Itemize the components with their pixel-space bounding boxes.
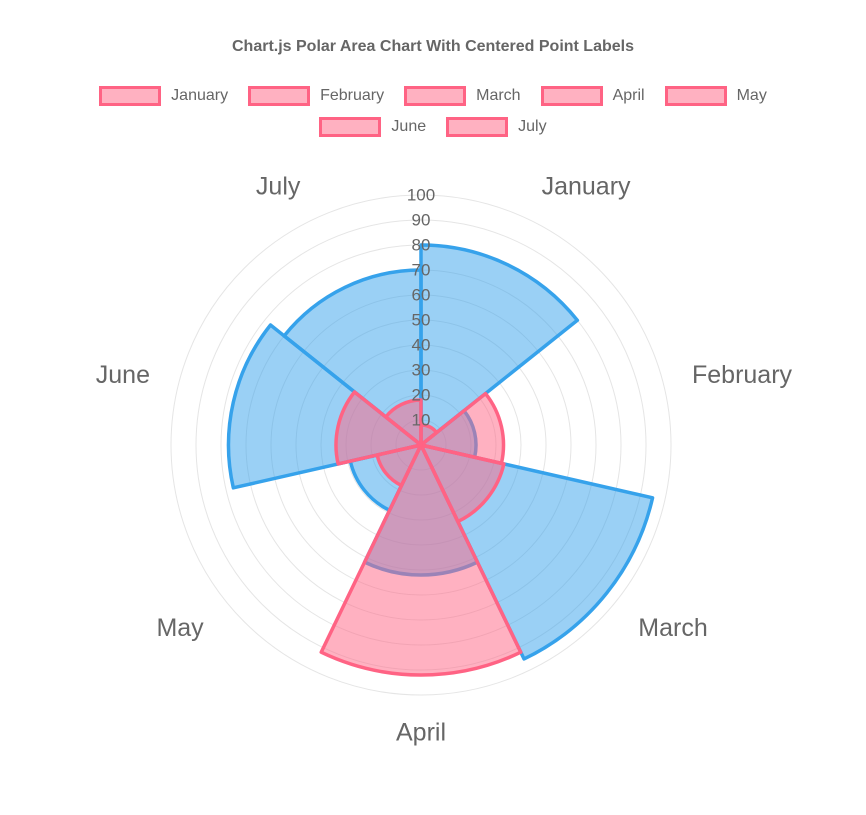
legend-item-label: May [736, 87, 767, 104]
legend-item-january[interactable]: January [99, 86, 228, 106]
legend-swatch [404, 86, 467, 106]
legend-swatch [540, 86, 603, 106]
tick-label-50: 50 [412, 311, 431, 330]
legend-swatch [248, 86, 311, 106]
arc-june-dataset-0[interactable] [334, 390, 423, 466]
legend-swatch [319, 117, 382, 137]
tick-label-100: 100 [407, 186, 435, 205]
legend-item-may[interactable]: May [664, 86, 767, 106]
legend-item-label: April [612, 87, 645, 104]
legend-swatch [99, 86, 162, 106]
point-label-may: May [156, 614, 204, 642]
point-label-january: January [542, 173, 631, 201]
tick-label-30: 30 [412, 361, 431, 380]
point-label-june: June [96, 361, 150, 389]
legend-item-label: June [391, 118, 427, 135]
grid-ring-100 [170, 194, 672, 696]
legend-item-label: January [171, 87, 229, 104]
tick-label-20: 20 [412, 386, 431, 405]
tick-label-10: 10 [412, 411, 431, 430]
arc-february-dataset-0[interactable] [419, 391, 506, 466]
tick-label-90: 90 [412, 211, 431, 230]
point-label-february: February [692, 361, 793, 389]
legend-item-february[interactable]: February [248, 86, 384, 106]
legend-swatch [446, 117, 509, 137]
chart-title: Chart.js Polar Area Chart With Centered … [231, 38, 634, 55]
arc-march-dataset-0[interactable] [419, 443, 506, 524]
tick-label-40: 40 [412, 336, 431, 355]
point-label-march: March [638, 614, 707, 642]
legend-item-april[interactable]: April [540, 86, 645, 106]
legend-item-june[interactable]: June [319, 117, 426, 137]
legend-swatch [664, 86, 727, 106]
legend-row-1: January February March April May [99, 86, 767, 106]
chart-legend: January February March April May June July [0, 86, 866, 137]
point-label-april: April [396, 719, 446, 747]
point-label-july: July [256, 173, 301, 201]
tick-label-60: 60 [412, 286, 431, 305]
legend-item-label: March [476, 87, 521, 104]
legend-item-march[interactable]: March [404, 86, 521, 106]
tick-label-70: 70 [412, 261, 431, 280]
arc-july-dataset-0[interactable] [384, 398, 423, 447]
legend-item-label: July [518, 118, 547, 135]
tick-label-80: 80 [412, 236, 431, 255]
arc-january-dataset-1[interactable] [419, 243, 580, 447]
legend-row-2: June July [319, 117, 547, 137]
legend-item-label: February [320, 87, 385, 104]
arc-july-dataset-1[interactable] [282, 268, 423, 447]
arc-april-dataset-0[interactable] [319, 443, 523, 677]
legend-item-july[interactable]: July [446, 117, 547, 137]
